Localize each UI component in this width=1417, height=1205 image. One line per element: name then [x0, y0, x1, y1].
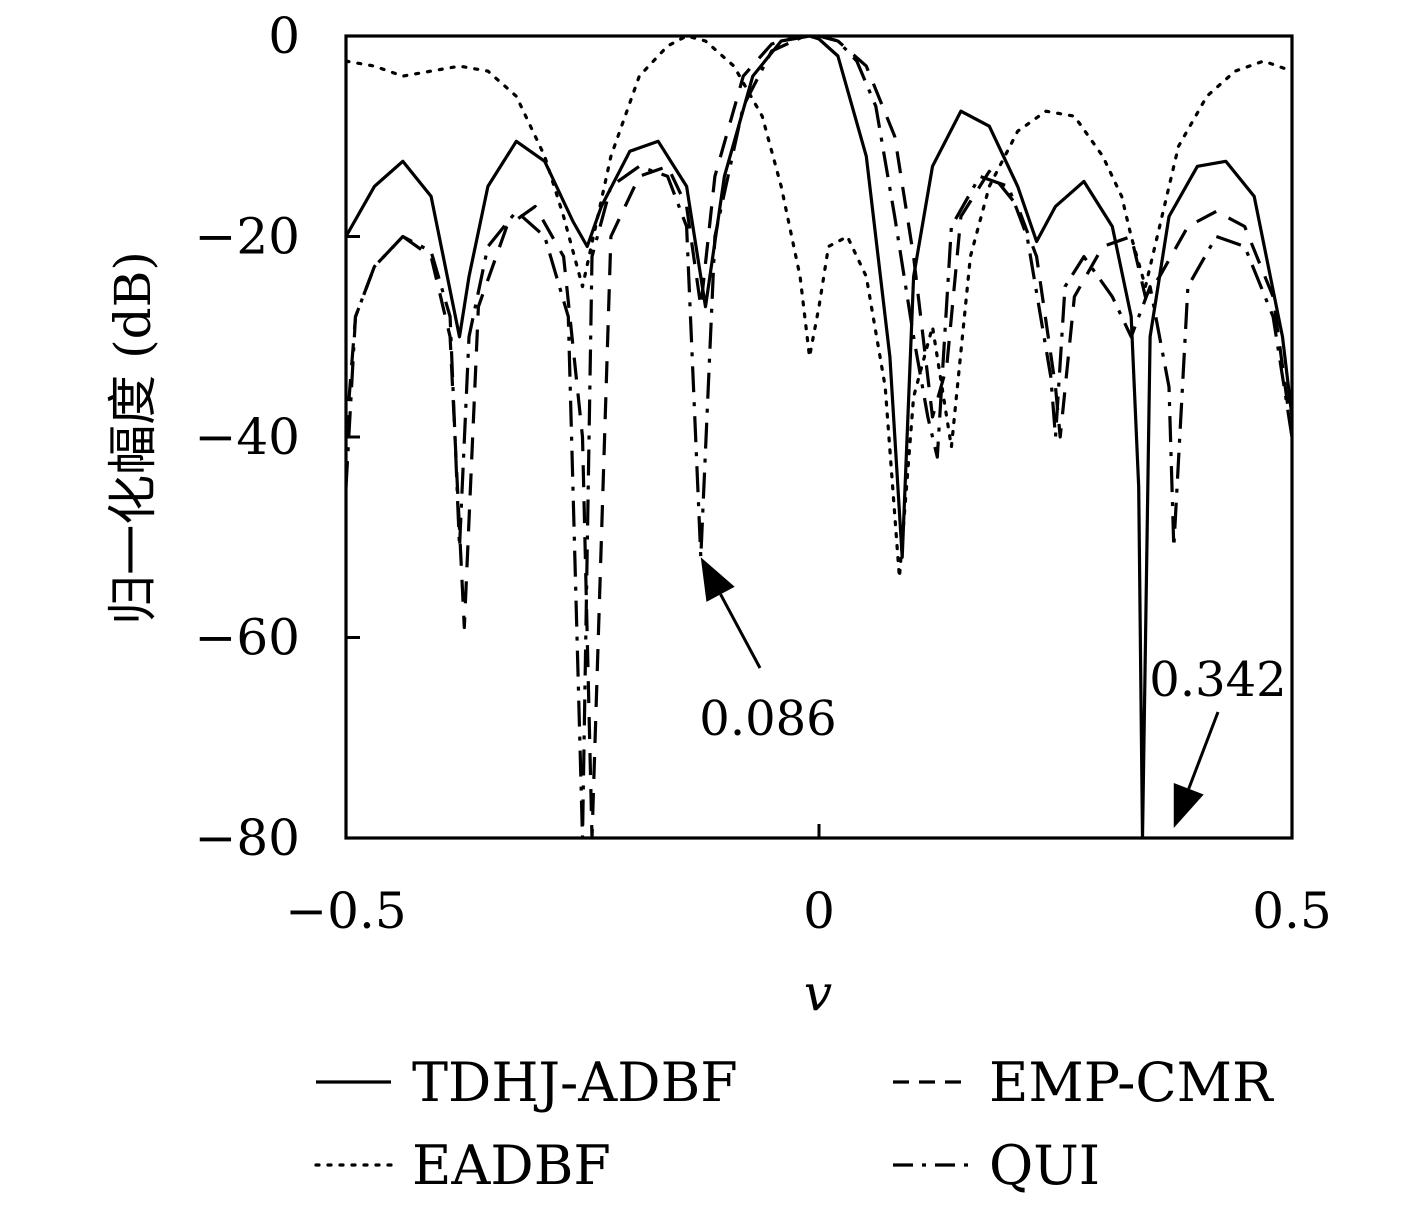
axes: −0.5 0 0.5 0 −20 −40 −60 −80: [194, 7, 1331, 940]
y-tick-label: −20: [194, 208, 300, 266]
series-line-eadbf: [346, 36, 1292, 579]
legend: TDHJ-ADBF EADBF EMP-CMR QUI: [314, 1051, 1274, 1197]
legend-label-tdhj-adbf: TDHJ-ADBF: [412, 1051, 738, 1114]
legend-label-qui: QUI: [989, 1134, 1100, 1197]
annotation-arrow-head: [700, 557, 735, 602]
plot-area: [346, 36, 1292, 838]
y-axis-label: 归一化幅度 (dB): [104, 251, 162, 625]
legend-label-emp-cmr: EMP-CMR: [989, 1051, 1274, 1114]
y-tick-label: −60: [194, 609, 300, 667]
annotation-arrow-shaft: [719, 593, 762, 669]
series-line-qui: [346, 36, 1292, 838]
annotations: 0.086 0.342: [699, 557, 1287, 828]
annotation-label: 0.086: [699, 691, 836, 747]
x-tick-label: 0: [803, 882, 835, 940]
y-tick-label: −40: [194, 408, 300, 466]
x-tick-label: 0.5: [1252, 882, 1332, 940]
annotation-arrow-shaft: [1187, 711, 1220, 790]
x-axis-label: v: [804, 964, 832, 1022]
y-tick-label: −80: [194, 809, 300, 867]
annotation-label: 0.342: [1149, 652, 1286, 708]
x-tick-label: −0.5: [285, 882, 406, 940]
series-line-emp-cmr: [346, 36, 1292, 838]
series-line-tdhj-adbf: [346, 36, 1292, 838]
annotation-arrow-head: [1173, 783, 1204, 828]
y-tick-label: 0: [268, 7, 300, 65]
legend-label-eadbf: EADBF: [412, 1134, 611, 1197]
